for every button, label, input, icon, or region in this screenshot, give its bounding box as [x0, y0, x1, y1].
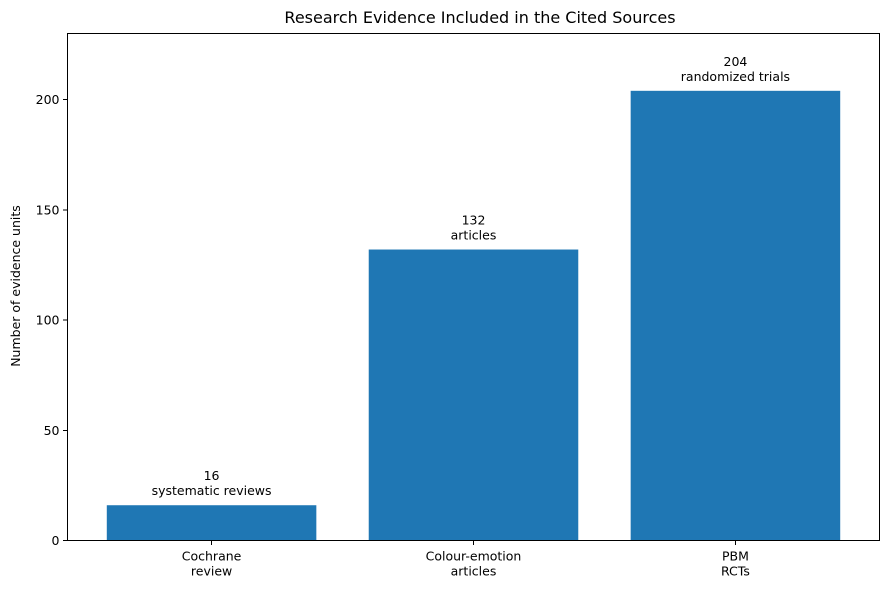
x-tick-label: Cochrane review — [182, 549, 242, 579]
bar — [368, 249, 579, 541]
bar — [630, 90, 841, 541]
y-tick-label: 100 — [36, 313, 60, 328]
x-axis-ticks: Cochrane review Colour-emotion articles PBM R… — [182, 540, 750, 579]
y-tick-label: 200 — [36, 92, 60, 107]
bar-data-label: 204 randomized trials — [681, 54, 790, 84]
plot-frame — [67, 33, 880, 541]
bar-data-label: 16 systematic reviews — [152, 468, 272, 498]
y-axis-ticks: 0 50 100 150 200 — [36, 92, 68, 548]
x-tick-label: PBM RCTs — [721, 549, 750, 579]
y-tick-label: 150 — [36, 202, 60, 217]
y-axis-label: Number of evidence units — [8, 205, 23, 367]
bars — [106, 90, 841, 541]
bar-data-label: 132 articles — [451, 213, 497, 243]
x-tick-label: Colour-emotion articles — [426, 549, 522, 579]
bar — [106, 505, 317, 541]
y-tick-label: 50 — [44, 423, 60, 438]
y-tick-label: 0 — [52, 533, 60, 548]
chart-title: Research Evidence Included in the Cited … — [284, 8, 675, 27]
data-labels: 16 systematic reviews 132 articles 204 random… — [152, 54, 790, 498]
